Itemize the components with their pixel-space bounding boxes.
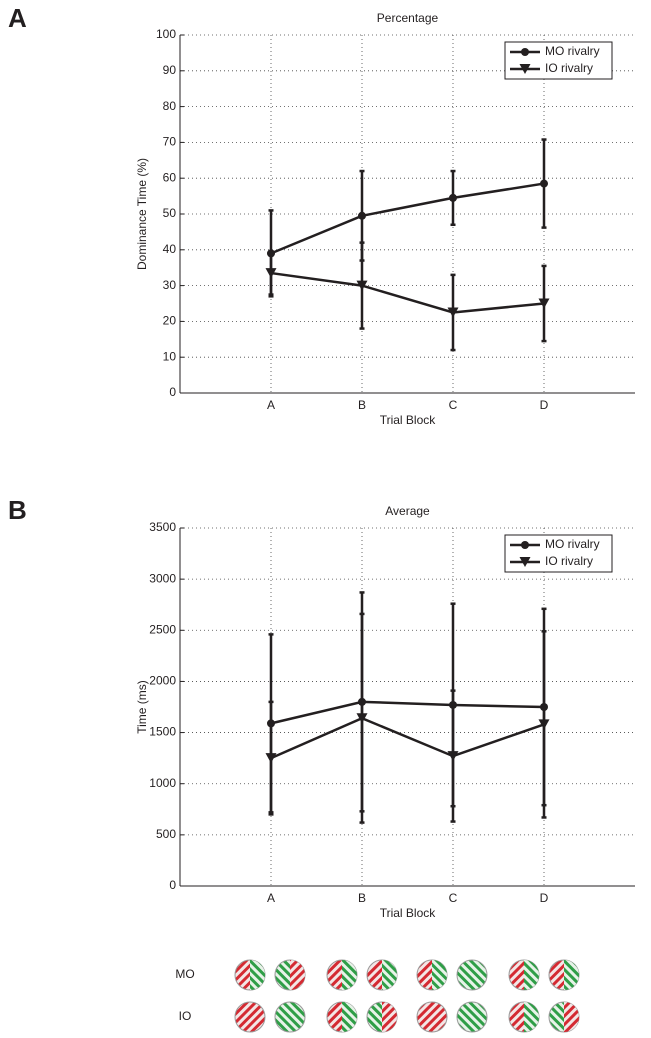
marker — [358, 211, 366, 220]
y-tick-label: 10 — [163, 349, 177, 363]
series-line — [270, 700, 545, 725]
marker — [265, 268, 277, 279]
stimulus-half — [524, 1002, 539, 1032]
y-tick-label: 3500 — [149, 520, 176, 534]
x-tick-label: D — [540, 398, 549, 412]
x-tick-label: A — [267, 398, 275, 412]
stimulus-half — [290, 960, 305, 990]
y-tick-label: 30 — [163, 278, 177, 292]
x-axis-label: Trial Block — [380, 906, 437, 920]
marker — [447, 751, 459, 762]
y-tick-label: 90 — [163, 63, 177, 77]
panel-letter: A — [8, 3, 27, 33]
marker — [519, 64, 531, 74]
y-tick-label: 0 — [169, 385, 176, 399]
y-tick-label: 80 — [163, 99, 177, 113]
x-tick-label: A — [267, 891, 275, 905]
legend-label: MO rivalry — [545, 537, 600, 551]
stimulus-row-label: IO — [179, 1009, 192, 1023]
chart-title: Average — [385, 504, 430, 518]
marker — [540, 179, 548, 188]
y-tick-label: 500 — [156, 827, 176, 841]
x-axis-label: Trial Block — [380, 413, 437, 427]
stimulus-icon — [456, 1001, 488, 1033]
y-tick-label: 0 — [169, 878, 176, 892]
stimulus-row-label: MO — [175, 967, 194, 981]
stimulus-half — [382, 1002, 397, 1032]
stimulus-half — [524, 960, 539, 990]
series-line — [270, 182, 545, 255]
stimulus-icon — [274, 1001, 306, 1033]
stimulus-half — [342, 1002, 357, 1032]
x-tick-label: C — [449, 891, 458, 905]
marker — [538, 298, 550, 309]
marker — [519, 557, 531, 567]
y-tick-label: 40 — [163, 242, 177, 256]
y-tick-label: 3000 — [149, 571, 176, 585]
x-tick-label: C — [449, 398, 458, 412]
stimulus-icon — [234, 1001, 266, 1033]
stimulus-half — [432, 960, 447, 990]
marker — [447, 307, 459, 318]
y-axis-label: Dominance Time (%) — [135, 158, 149, 270]
legend-box — [504, 534, 613, 573]
stimulus-half — [564, 1002, 579, 1032]
y-axis-label: Time (ms) — [135, 680, 149, 734]
series-line — [270, 716, 545, 760]
marker — [521, 48, 529, 56]
x-tick-label: D — [540, 891, 549, 905]
chart-title: Percentage — [377, 11, 439, 25]
legend-label: MO rivalry — [545, 44, 600, 58]
marker — [265, 753, 277, 764]
y-tick-label: 1000 — [149, 776, 176, 790]
marker — [521, 541, 529, 549]
y-tick-label: 60 — [163, 170, 177, 184]
y-tick-label: 50 — [163, 206, 177, 220]
stimulus-half — [250, 960, 265, 990]
y-tick-label: 2000 — [149, 674, 176, 688]
y-tick-label: 20 — [163, 314, 177, 328]
marker — [449, 193, 457, 202]
y-tick-label: 2500 — [149, 622, 176, 636]
y-tick-label: 1500 — [149, 725, 176, 739]
marker — [538, 719, 550, 730]
y-tick-label: 100 — [156, 27, 176, 41]
legend-label: IO rivalry — [545, 61, 593, 75]
legend-label: IO rivalry — [545, 554, 593, 568]
x-tick-label: B — [358, 398, 366, 412]
stimulus-half — [342, 960, 357, 990]
marker — [356, 280, 368, 291]
stimulus-half — [382, 960, 397, 990]
series-line — [270, 271, 545, 314]
y-tick-label: 70 — [163, 135, 177, 149]
stimulus-icon — [456, 959, 488, 991]
legend-box — [504, 41, 613, 80]
x-tick-label: B — [358, 891, 366, 905]
stimulus-icon — [416, 1001, 448, 1033]
stimulus-half — [564, 960, 579, 990]
panel-letter: B — [8, 495, 27, 525]
marker — [356, 713, 368, 724]
